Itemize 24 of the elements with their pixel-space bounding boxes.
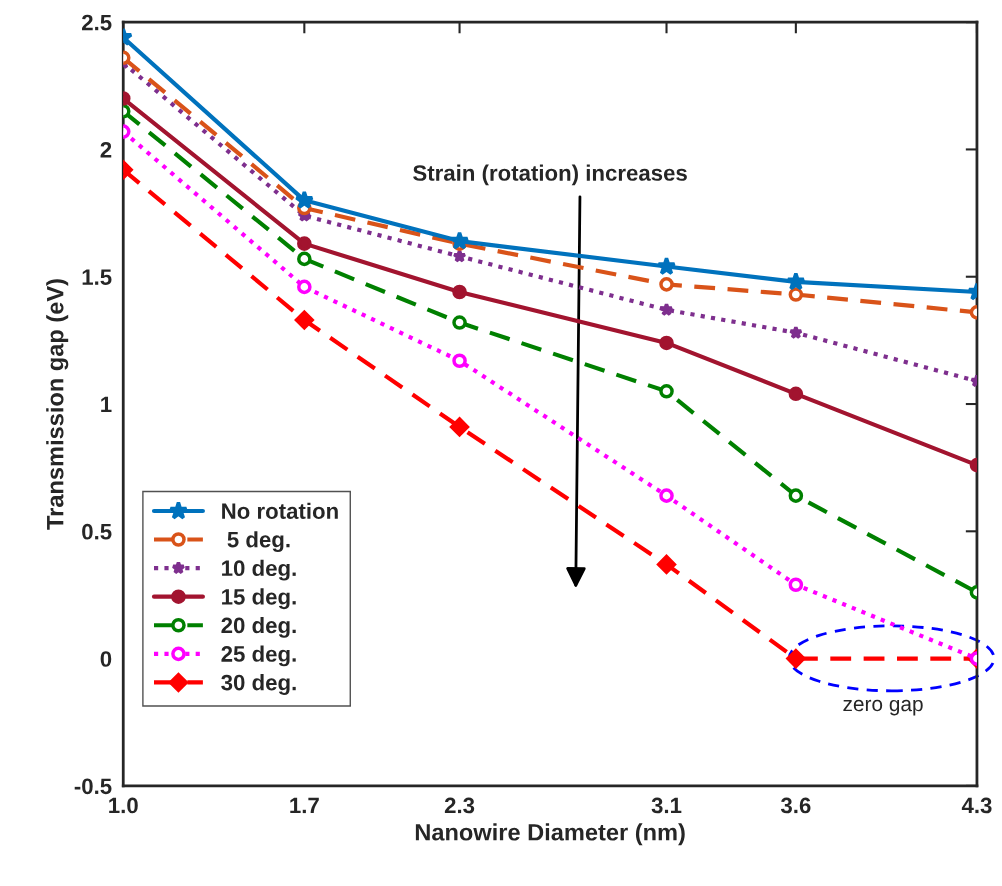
annotation: Strain (rotation) increases (413, 164, 687, 186)
y-tick-label: 2.5 (82, 14, 112, 31)
y-axis-title: Transmission gap (eV) (46, 279, 69, 530)
legend-label: 15 deg. (222, 588, 296, 610)
legend-label: No rotation (222, 502, 338, 519)
y-tick-label: 1.5 (82, 269, 112, 285)
legend-label: 20 deg. (221, 616, 296, 638)
y-tick-label: 2 (100, 141, 112, 158)
x-tick-label: 1.0 (109, 797, 138, 814)
x-tick-label: 3.1 (651, 797, 682, 814)
legend-label: 30 deg. (221, 674, 296, 695)
x-axis-title: Nanowire Diameter (nm) (415, 823, 685, 846)
x-tick-label: 3.6 (780, 797, 811, 814)
x-tick-label: 4.3 (961, 797, 992, 814)
y-tick-label: 0.5 (82, 523, 112, 540)
legend-label: 10 deg. (222, 559, 296, 581)
x-tick-label: 1.7 (290, 797, 319, 814)
y-tick-label: -0.5 (74, 778, 112, 795)
legend-label: 5 deg. (227, 531, 290, 552)
y-tick-label: 1 (101, 396, 112, 413)
x-tick-label: 2.3 (444, 797, 475, 814)
y-tick-label: 0 (100, 651, 112, 667)
legend-label: 25 deg. (221, 645, 296, 667)
annotation: zero gap (843, 699, 923, 716)
